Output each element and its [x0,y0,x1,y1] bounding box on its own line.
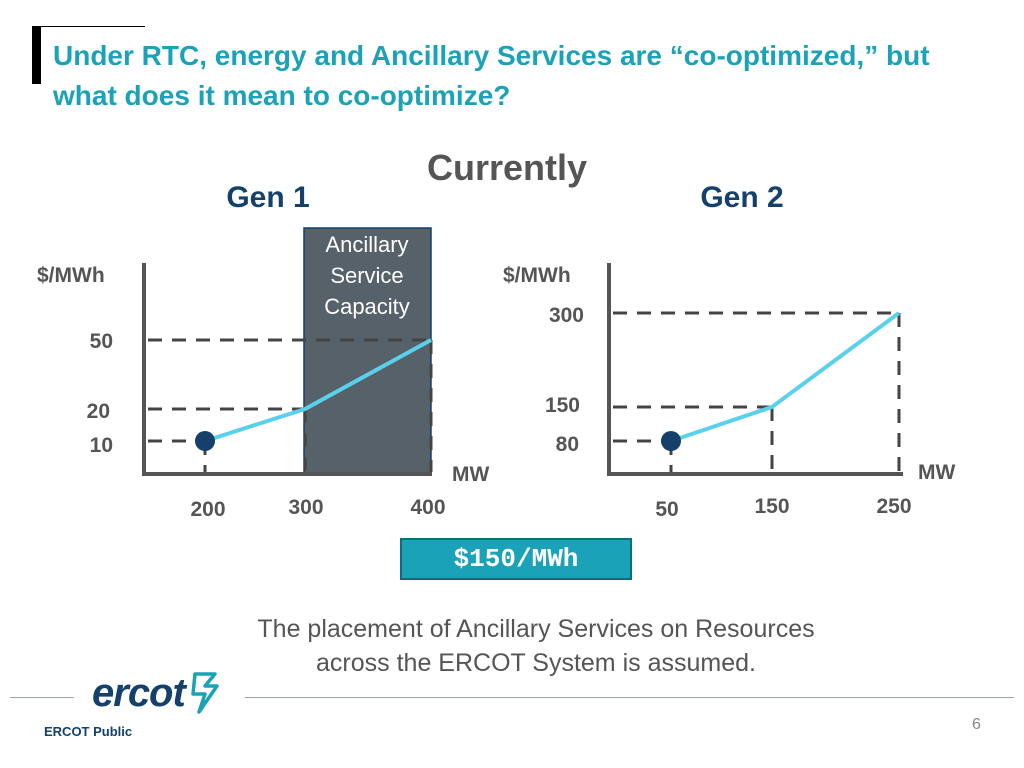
page-number: 6 [972,716,981,733]
title-accent-rule [32,26,145,27]
caption-line-1: The placement of Ancillary Services on R… [257,615,815,643]
gen1-xtick-400: 400 [410,496,445,519]
gen2-xtick-250: 250 [876,495,911,518]
gen2-offer-curve [670,311,901,443]
gen1-ytick-50: 50 [90,330,113,353]
gen2-xtick-50: 50 [655,498,678,521]
gen2-xtick-150: 150 [754,495,789,518]
gen1-xlabel: MW [452,463,489,486]
gen1-ancillary-label-line1: Ancillary [325,232,408,257]
gen1-ytick-10: 10 [90,434,113,457]
gen2-xlabel: MW [918,461,955,484]
gen1-xtick-200: 200 [190,498,225,521]
lightning-bolt-icon [191,672,220,714]
gen1-offer-curve [204,338,432,443]
slide-title: Under RTC, energy and Ancillary Services… [53,40,930,111]
gen2-ytick-80: 80 [556,433,579,456]
subtitle-currently: Currently [427,147,587,188]
gen2-title: Gen 2 [700,181,783,214]
caption-line-2: across the ERCOT System is assumed. [316,649,756,677]
footer-rule-right [245,697,1014,698]
gen1-xtick-300: 300 [288,496,323,519]
logo-wordmark: ercot [92,671,186,715]
gen1-ancillary-label-line3: Capacity [324,294,410,319]
gen2-chart: Gen 2 $/MWh MW 300 150 80 50 150 250 [503,181,955,521]
gen1-chart: Gen 1 Ancillary Service Capacity $/MWh M… [37,181,489,521]
gen1-operating-point [195,431,215,451]
gen1-ancillary-label-line2: Service [330,263,403,288]
gen1-ylabel: $/MWh [37,264,105,287]
title-accent-bar [32,27,41,84]
gen2-ytick-150: 150 [545,394,580,417]
gen2-ytick-300: 300 [549,304,584,327]
slide-caption: The placement of Ancillary Services on R… [200,612,872,680]
footer-rule-left [10,697,74,698]
gen1-ytick-20: 20 [87,400,110,423]
price-badge: $150/MWh [400,538,632,580]
gen2-operating-point [661,431,681,451]
gen2-ylabel: $/MWh [503,264,571,287]
ercot-logo: ercot [92,670,223,720]
gen1-title: Gen 1 [226,181,309,214]
footer-label: ERCOT Public [44,724,133,739]
